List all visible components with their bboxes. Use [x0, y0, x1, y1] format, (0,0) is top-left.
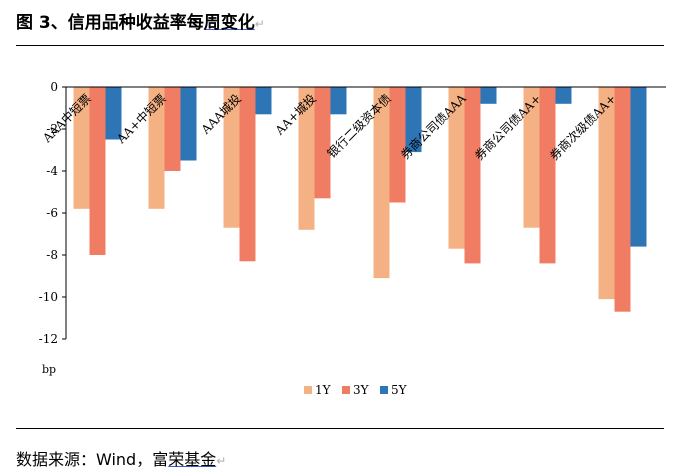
bar-3y — [539, 87, 556, 264]
bar-3y — [314, 87, 331, 199]
legend-swatch-3y — [342, 386, 350, 394]
source-note: 数据来源：Wind，富荣基金↵ — [16, 446, 226, 470]
bar-1y — [148, 87, 165, 209]
bar-5y — [180, 87, 197, 161]
bar-3y — [89, 87, 106, 255]
bar-5y — [555, 87, 572, 104]
figure-title-main: 图 3、信用品种收益率每 — [16, 13, 204, 33]
bar-3y — [614, 87, 631, 312]
y-tick-label: -2 — [46, 122, 58, 136]
legend-label-1y: 1Y — [315, 383, 332, 397]
bar-5y — [405, 87, 422, 153]
figure-title-underlined: 周变化 — [203, 13, 255, 33]
bar-5y — [255, 87, 272, 115]
return-mark: ↵ — [254, 17, 265, 31]
legend-label-3y: 3Y — [353, 383, 370, 397]
bar-5y — [330, 87, 347, 115]
bar-1y — [523, 87, 540, 228]
top-rule — [16, 45, 664, 46]
source-underlined: 荣基金 — [168, 450, 217, 469]
bar-3y — [464, 87, 481, 264]
y-tick-label: -12 — [39, 332, 58, 346]
bar-3y — [389, 87, 406, 203]
y-tick-label: -10 — [39, 290, 58, 304]
return-mark: ↵ — [216, 454, 227, 468]
bar-5y — [480, 87, 497, 104]
bar-1y — [598, 87, 615, 300]
y-tick-label: -6 — [46, 206, 58, 220]
legend-swatch-1y — [304, 386, 312, 394]
bar-1y — [373, 87, 390, 279]
y-tick-label: -4 — [46, 164, 58, 178]
unit-label: bp — [42, 363, 56, 376]
bar-1y — [223, 87, 240, 228]
y-tick-label: 0 — [50, 80, 58, 94]
y-tick-label: -8 — [46, 248, 58, 262]
bottom-rule — [16, 428, 664, 429]
legend-swatch-5y — [380, 386, 388, 394]
bar-1y — [298, 87, 315, 230]
figure-title: 图 3、信用品种收益率每周变化↵ — [16, 8, 265, 33]
bar-5y — [105, 87, 122, 140]
source-main: 数据来源：Wind，富 — [16, 450, 169, 469]
bar-3y — [239, 87, 256, 262]
legend-label-5y: 5Y — [391, 383, 408, 397]
bar-3y — [164, 87, 181, 171]
bar-5y — [630, 87, 647, 247]
bar-1y — [73, 87, 90, 209]
bar-1y — [448, 87, 465, 249]
